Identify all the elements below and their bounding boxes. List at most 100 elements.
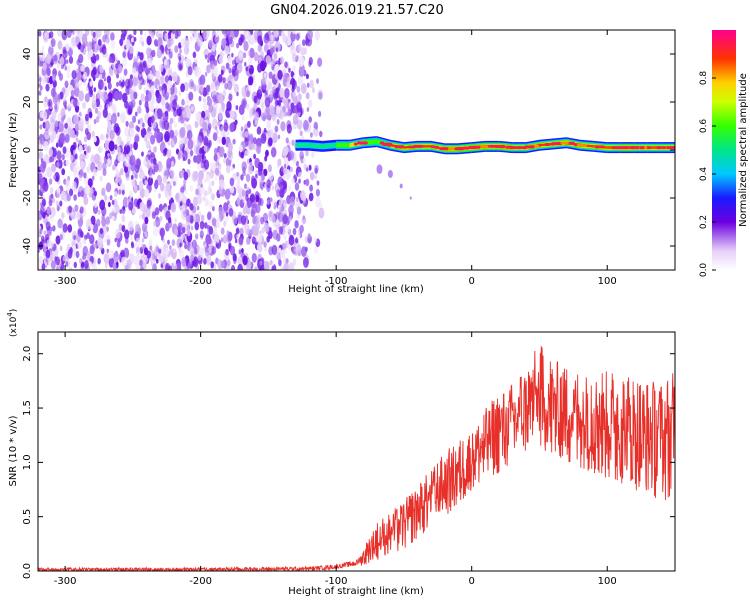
noise-cell: [139, 259, 143, 267]
noise-cell: [263, 127, 267, 133]
noise-cell: [124, 78, 131, 89]
noise-cell: [179, 126, 186, 138]
noise-cell: [88, 88, 94, 98]
noise-cell: [238, 144, 243, 153]
noise-cell: [77, 212, 81, 220]
noise-cell: [218, 146, 225, 158]
noise-cell: [48, 147, 53, 157]
noise-cell: [163, 83, 166, 89]
noise-cell: [228, 36, 233, 45]
snr-series: [38, 345, 675, 571]
noise-cell: [48, 178, 53, 185]
noise-cell: [178, 56, 182, 62]
noise-cell: [164, 75, 169, 83]
noise-cell: [141, 237, 145, 243]
noise-cell: [292, 53, 297, 62]
noise-cell: [227, 55, 232, 64]
noise-cell: [99, 227, 104, 235]
noise-cell: [243, 52, 247, 59]
noise-cell: [266, 235, 271, 243]
noise-cell: [316, 78, 319, 84]
noise-cell: [99, 73, 103, 80]
noise-cell: [171, 239, 176, 247]
noise-cell: [225, 30, 231, 37]
noise-cell: [95, 98, 101, 108]
noise-cell: [218, 188, 223, 195]
noise-cell: [39, 50, 45, 62]
noise-cell: [38, 90, 42, 96]
noise-cell: [132, 255, 138, 265]
noise-cell: [255, 220, 261, 231]
noise-cell: [78, 139, 82, 146]
noise-cell: [80, 65, 84, 72]
signal-segment: [295, 143, 310, 148]
noise-cell: [223, 234, 228, 242]
noise-cell: [154, 207, 160, 216]
noise-cell: [79, 168, 84, 177]
noise-cell: [250, 107, 256, 116]
noise-cell: [38, 30, 42, 37]
noise-cell: [94, 107, 99, 114]
snr-line: [38, 345, 675, 571]
noise-cell: [158, 248, 162, 254]
noise-cell: [211, 217, 217, 227]
y-tick-label: 0: [22, 147, 33, 153]
noise-cell: [106, 248, 110, 254]
noise-cell: [179, 144, 183, 150]
noise-cell: [83, 71, 88, 80]
noise-cell: [227, 80, 233, 91]
noise-cell: [116, 139, 120, 146]
noise-cell: [201, 110, 206, 119]
noise-cell: [240, 126, 244, 132]
signal-artifact: [409, 196, 412, 200]
noise-cell: [77, 120, 84, 131]
noise-cell: [302, 157, 306, 164]
noise-cell: [248, 229, 253, 237]
noise-cell: [182, 150, 188, 161]
noise-cell: [298, 55, 305, 67]
noise-cell: [181, 193, 185, 201]
noise-cell: [126, 259, 132, 270]
noise-cell: [289, 166, 293, 173]
noise-cell: [92, 223, 99, 234]
noise-cell: [185, 107, 192, 119]
noise-cell: [238, 48, 243, 58]
noise-cell: [79, 258, 83, 265]
noise-cell: [185, 221, 191, 231]
noise-cell: [128, 220, 134, 232]
noise-cell: [143, 87, 147, 93]
noise-cell: [173, 121, 178, 128]
noise-cell: [257, 44, 262, 53]
noise-cell: [153, 246, 160, 257]
noise-cell: [66, 59, 69, 64]
noise-cell: [229, 245, 236, 256]
x-tick-label: -100: [325, 576, 348, 587]
noise-cell: [136, 251, 142, 261]
noise-cell: [129, 53, 133, 60]
noise-cell: [114, 177, 119, 185]
noise-cell: [84, 260, 89, 269]
noise-cell: [70, 42, 75, 50]
noise-cell: [216, 85, 219, 90]
noise-cell: [159, 75, 165, 85]
noise-cell: [253, 137, 257, 145]
noise-cell: [83, 196, 89, 206]
snr-y-label: SNR (10 * v/v): [8, 415, 19, 486]
noise-cell: [120, 112, 126, 124]
noise-cell: [299, 66, 305, 77]
noise-cell: [101, 45, 107, 55]
noise-cell: [271, 215, 276, 224]
noise-cell: [283, 163, 287, 169]
noise-cell: [128, 201, 133, 211]
noise-cell: [233, 103, 236, 109]
noise-cell: [277, 134, 281, 140]
colorbar-tick-label: 0.2: [699, 215, 709, 229]
noise-cell: [240, 34, 245, 43]
colorbar: 0.0 0.2 0.4 0.6 0.8 Normalized spectral ampl…: [699, 30, 749, 277]
noise-cell: [169, 117, 174, 125]
noise-cell: [86, 145, 92, 153]
signal-peak: [630, 146, 639, 150]
noise-cell: [142, 122, 145, 128]
noise-cell: [66, 65, 71, 73]
noise-cell: [97, 89, 103, 100]
